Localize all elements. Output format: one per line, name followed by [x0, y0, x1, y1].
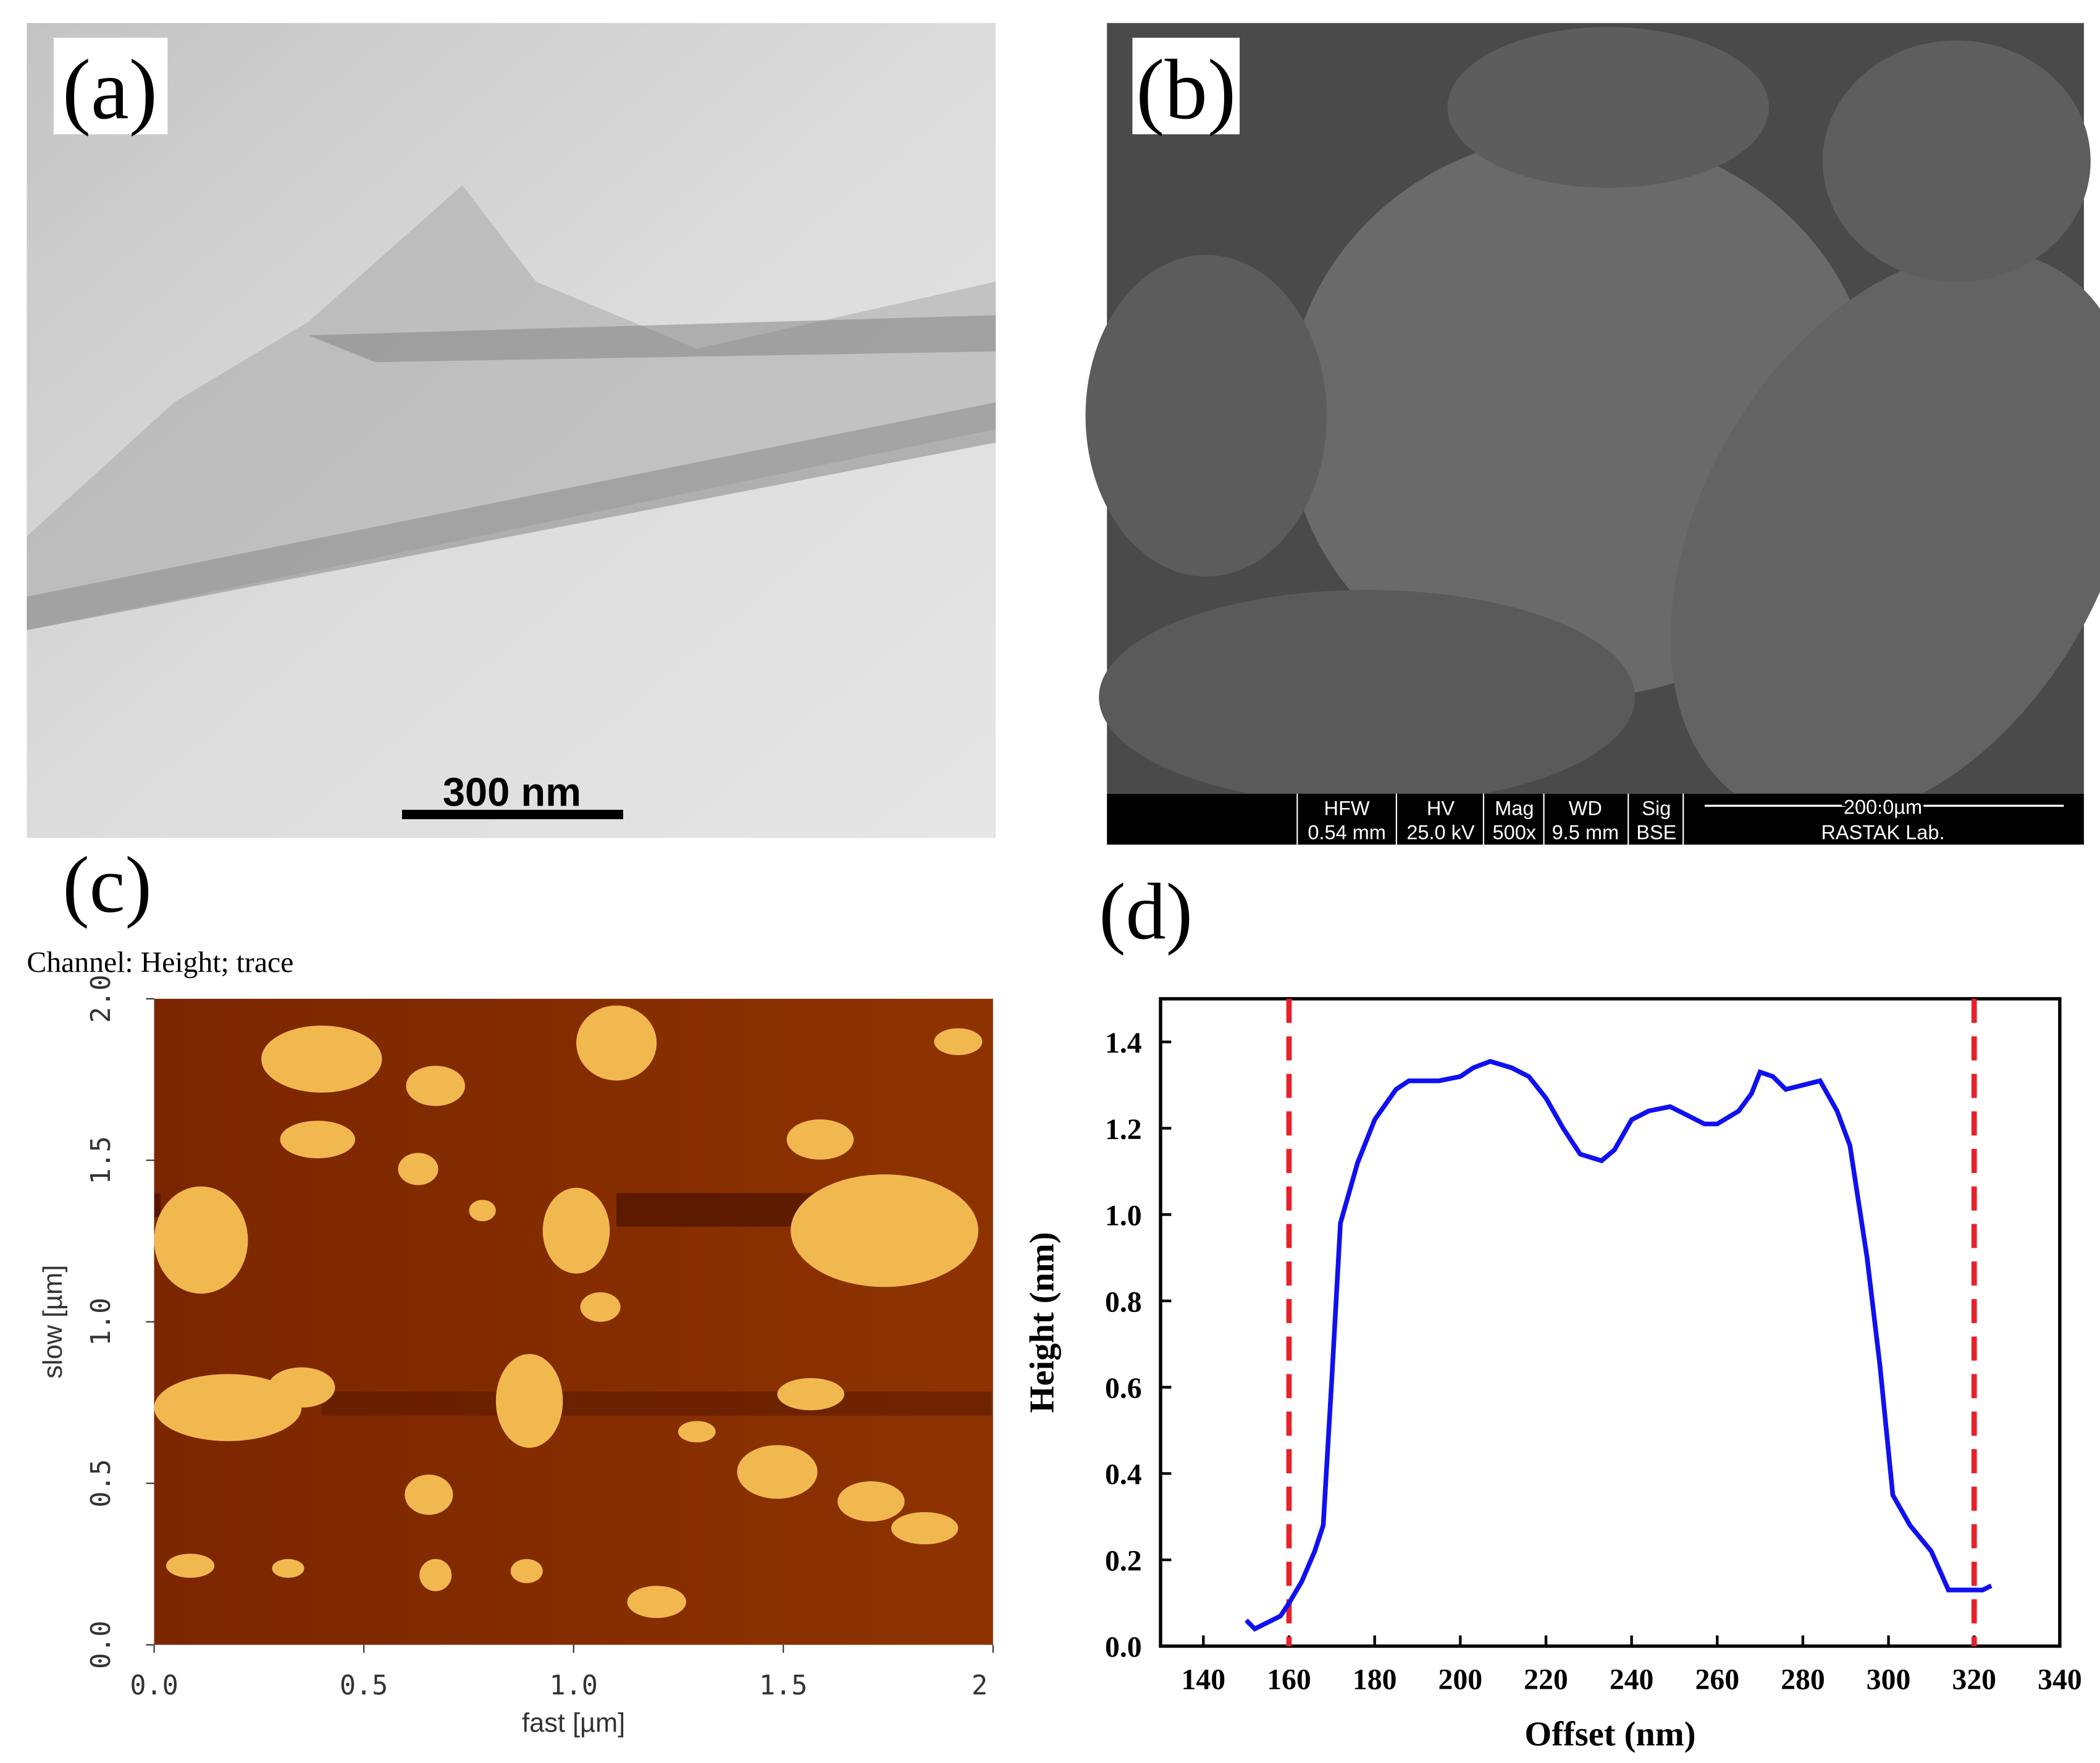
x-tick-label: 200: [1438, 1663, 1483, 1696]
x-tick-label: 0.5: [340, 1670, 388, 1701]
panel-label: (d): [1099, 867, 1193, 956]
x-tick-label: 300: [1867, 1663, 1911, 1696]
info-value: 500x: [1493, 822, 1537, 844]
label-box: [1132, 38, 1240, 135]
x-tick-label: 1.0: [549, 1670, 597, 1701]
y-tick-label: 1.0: [1105, 1200, 1142, 1232]
y-tick-label: 0.5: [86, 1459, 117, 1507]
y-tick-label: 0.4: [1105, 1458, 1142, 1491]
info-value: BSE: [1636, 822, 1676, 844]
info-header: WD: [1569, 797, 1602, 820]
x-tick-label: 140: [1182, 1663, 1226, 1696]
y-tick-label: 1.2: [1105, 1113, 1142, 1146]
y-tick-label: 0.6: [1105, 1372, 1142, 1405]
panel-d: (d) 140 160 180 200 220 240 260 280 300 320 340 0.0…: [1023, 867, 2081, 1753]
panel-label: (b): [1136, 42, 1236, 137]
x-tick-label: 260: [1695, 1663, 1739, 1696]
x-tick-label: 340: [2038, 1663, 2082, 1696]
data-line: [1244, 1059, 1993, 1632]
label-box: [53, 38, 168, 135]
flake: [1670, 251, 2100, 822]
lab-name: RASTAK Lab.: [1821, 822, 1944, 844]
afm-islands: [154, 1005, 992, 1618]
y-tick-label: 1.4: [1105, 1027, 1142, 1059]
scale-bar-label: 300 nm: [443, 769, 581, 814]
info-header: Mag: [1495, 797, 1534, 820]
panel-c: (c) Channel: Height; trace 0.0 0.5 1.0 1.5 2…: [27, 841, 994, 1738]
info-value: 0.54 mm: [1308, 822, 1386, 844]
info-header: HV: [1427, 797, 1455, 820]
y-axis-label: slow [µm]: [38, 1265, 68, 1379]
x-tick-label: 0.0: [130, 1670, 178, 1701]
y-tick-label: 1.5: [86, 1136, 117, 1184]
chart-title: Channel: Height; trace: [27, 946, 293, 978]
y-tick-label: 1.0: [86, 1298, 117, 1346]
x-axis-label: Offset (nm): [1524, 1715, 1695, 1753]
x-tick-label: 160: [1267, 1663, 1311, 1696]
y-tick-label: 0.0: [1105, 1631, 1142, 1664]
sem-scale-label: 200.0µm: [1844, 796, 1922, 818]
y-tick-label: 2.0: [86, 975, 117, 1023]
sheet-fold: [308, 315, 996, 363]
y-axis-label: Height (nm): [1023, 1232, 1061, 1413]
flake: [1447, 27, 1770, 188]
flake: [1099, 590, 1636, 805]
sheet-fold: [27, 402, 996, 631]
info-header: HFW: [1324, 797, 1370, 820]
x-axis-label: fast [µm]: [522, 1709, 625, 1738]
info-value: 25.0 kV: [1406, 822, 1475, 844]
info-header: Sig: [1642, 797, 1671, 820]
panel-label: (a): [62, 42, 158, 137]
info-bar: [1107, 793, 2084, 845]
plot-frame: [1159, 997, 2062, 1648]
flake: [1822, 40, 2091, 282]
x-tick-label: 240: [1610, 1663, 1654, 1696]
x-tick-label: 180: [1353, 1663, 1397, 1696]
y-tick-label: 0.0: [86, 1621, 117, 1669]
panel-a: (a) 300 nm: [27, 23, 996, 838]
x-tick-label: 2: [972, 1670, 988, 1701]
x-tick-label: 1.5: [759, 1670, 807, 1701]
y-tick-label: 0.8: [1105, 1285, 1142, 1318]
y-tick-label: 0.2: [1105, 1544, 1142, 1577]
x-tick-label: 220: [1524, 1663, 1568, 1696]
graphene-sheet: [27, 185, 996, 631]
info-value: 9.5 mm: [1552, 822, 1619, 844]
x-tick-label: 280: [1781, 1663, 1825, 1696]
flake: [1085, 255, 1327, 577]
scale-bar: [401, 809, 623, 820]
x-tick-label: 320: [1952, 1663, 1996, 1696]
afm-image: [154, 998, 993, 1645]
panel-label: (c): [62, 841, 151, 930]
